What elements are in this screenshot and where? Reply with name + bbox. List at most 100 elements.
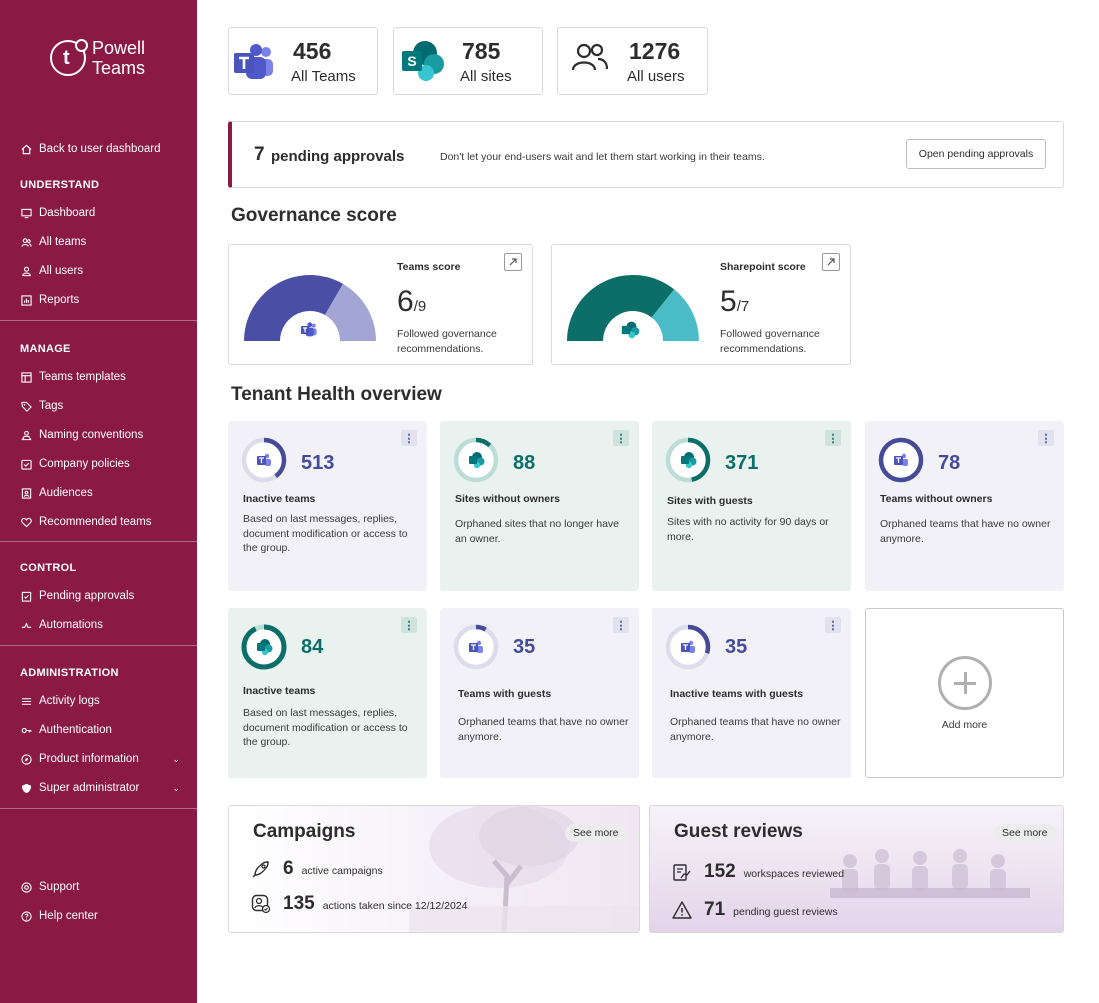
stat-all-users[interactable]: 1276 All users bbox=[557, 27, 708, 95]
sidebar-divider bbox=[0, 541, 197, 542]
sidebar-item-authentication[interactable]: Authentication bbox=[20, 724, 180, 736]
stat-all-sites[interactable]: S 785 All sites bbox=[393, 27, 543, 95]
score-max: /7 bbox=[736, 298, 750, 315]
back-to-user-dashboard[interactable]: Back to user dashboard bbox=[20, 143, 180, 155]
stat-value: 456 bbox=[293, 38, 332, 64]
stat-value: 1276 bbox=[629, 38, 681, 64]
sidebar-item-product-information[interactable]: Product information ⌄ bbox=[20, 753, 180, 765]
list-icon bbox=[20, 695, 32, 707]
gauge-remaining-segment bbox=[651, 289, 699, 341]
sidebar-label-tags: Tags bbox=[39, 400, 64, 412]
monitor-icon bbox=[20, 207, 32, 219]
health-description: Based on last messages, replies, documen… bbox=[243, 707, 408, 748]
sidebar-item-audiences[interactable]: Audiences bbox=[20, 487, 180, 499]
sidebar-item-recommended-teams[interactable]: Recommended teams bbox=[20, 516, 180, 528]
sidebar-item-naming-conventions[interactable]: Naming conventions bbox=[20, 429, 180, 441]
health-value: 513 bbox=[301, 452, 335, 474]
logo-icon: t bbox=[50, 39, 88, 76]
meeting-background-illustration bbox=[830, 849, 1030, 898]
health-donut-chart bbox=[241, 624, 287, 670]
more-options-icon[interactable]: ⋮ bbox=[1038, 430, 1054, 446]
key-icon bbox=[20, 724, 32, 736]
sidebar-divider bbox=[0, 320, 197, 321]
heart-icon bbox=[20, 516, 32, 528]
sidebar-item-all-users[interactable]: All users bbox=[20, 265, 180, 277]
sharepoint-score-gauge bbox=[567, 275, 699, 341]
health-description: Orphaned teams that have no owner anymor… bbox=[458, 716, 629, 743]
teams-score-card[interactable]: Teams score 6/9 Followed governance reco… bbox=[228, 244, 533, 365]
health-donut-chart bbox=[453, 624, 499, 670]
sidebar-label-audiences: Audiences bbox=[39, 487, 93, 499]
more-options-icon[interactable]: ⋮ bbox=[613, 617, 629, 633]
health-donut-chart bbox=[665, 437, 711, 483]
sidebar-item-company-policies[interactable]: Company policies bbox=[20, 458, 180, 470]
audience-icon bbox=[20, 487, 32, 499]
health-description: Orphaned teams that have no owner anymor… bbox=[880, 518, 1051, 545]
score-max: /9 bbox=[413, 298, 427, 315]
sidebar-item-pending-approvals[interactable]: Pending approvals bbox=[20, 590, 180, 602]
guest-reviews-title: Guest reviews bbox=[674, 821, 803, 842]
sidebar-item-teams-templates[interactable]: Teams templates bbox=[20, 371, 180, 383]
health-card[interactable]: ⋮ 84 Inactive teams Based on last messages,… bbox=[228, 608, 427, 778]
health-card[interactable]: ⋮ 78 Teams without owners Orphaned teams th… bbox=[865, 421, 1064, 591]
more-options-icon[interactable]: ⋮ bbox=[401, 430, 417, 446]
health-title: Inactive teams bbox=[243, 493, 316, 505]
pending-guest-reviews-label: pending guest reviews bbox=[733, 906, 838, 918]
logo-name-line1: Powell bbox=[92, 38, 146, 58]
section-manage: MANAGE bbox=[20, 343, 71, 355]
health-value: 35 bbox=[513, 636, 536, 658]
health-card[interactable]: ⋮ 371 Sites with guests Sites with no activ… bbox=[652, 421, 851, 591]
health-value: 371 bbox=[725, 452, 759, 474]
score-title: Teams score bbox=[397, 261, 461, 273]
sidebar-item-super-administrator[interactable]: Super administrator ⌄ bbox=[20, 782, 180, 794]
more-options-icon[interactable]: ⋮ bbox=[401, 617, 417, 633]
sidebar-label-naming-conventions: Naming conventions bbox=[39, 429, 144, 441]
expand-icon[interactable] bbox=[504, 253, 522, 271]
guest-reviews-see-more-button[interactable]: See more bbox=[994, 824, 1056, 842]
active-campaigns-value: 6 bbox=[283, 858, 294, 879]
sidebar-label-help-center: Help center bbox=[39, 910, 98, 922]
pending-count: 7 bbox=[254, 144, 265, 165]
more-options-icon[interactable]: ⋮ bbox=[613, 430, 629, 446]
stat-label: All sites bbox=[460, 68, 512, 85]
guest-reviews-row: 152 workspaces reviewed bbox=[672, 861, 844, 883]
health-card[interactable]: ⋮ 88 Sites without owners Orphaned sites th… bbox=[440, 421, 639, 591]
sidebar-item-tags[interactable]: Tags bbox=[20, 400, 180, 412]
health-donut-chart bbox=[453, 437, 499, 483]
sidebar-item-dashboard[interactable]: Dashboard bbox=[20, 207, 180, 219]
sidebar-item-activity-logs[interactable]: Activity logs bbox=[20, 695, 180, 707]
sidebar-label-all-teams: All teams bbox=[39, 236, 87, 248]
sidebar-item-automations[interactable]: Automations bbox=[20, 619, 180, 631]
svg-text:S: S bbox=[407, 53, 416, 69]
shield-icon bbox=[20, 782, 32, 794]
sidebar-item-all-teams[interactable]: All teams bbox=[20, 236, 180, 248]
add-more-card[interactable]: Add more bbox=[865, 608, 1064, 778]
sharepoint-score-card[interactable]: Sharepoint score 5/7 Followed governance… bbox=[551, 244, 851, 365]
sidebar-item-help-center[interactable]: Help center bbox=[20, 910, 180, 922]
teams-score-gauge bbox=[244, 275, 376, 341]
gauge-score-segment bbox=[567, 275, 675, 341]
sidebar-label-reports: Reports bbox=[39, 294, 80, 306]
health-title: Sites with guests bbox=[667, 495, 753, 507]
powell-teams-logo[interactable]: t Powell Teams bbox=[50, 38, 145, 78]
open-pending-approvals-button[interactable]: Open pending approvals bbox=[906, 139, 1046, 169]
tree-background-illustration bbox=[409, 806, 639, 932]
sidebar-item-support[interactable]: Support bbox=[20, 881, 180, 893]
sidebar-label-authentication: Authentication bbox=[39, 724, 112, 736]
campaigns-see-more-button[interactable]: See more bbox=[565, 824, 627, 842]
health-card[interactable]: ⋮ 35 Teams with guests Orphaned teams that … bbox=[440, 608, 639, 778]
more-options-icon[interactable]: ⋮ bbox=[825, 617, 841, 633]
health-title: Inactive teams with guests bbox=[670, 688, 804, 700]
health-card[interactable]: ⋮ 513 Inactive teams Based on last messages… bbox=[228, 421, 427, 591]
active-campaigns-label: active campaigns bbox=[301, 865, 383, 877]
more-options-icon[interactable]: ⋮ bbox=[825, 430, 841, 446]
stat-all-teams[interactable]: 456 All Teams bbox=[228, 27, 378, 95]
health-card[interactable]: ⋮ 35 Inactive teams with guests Orphaned te… bbox=[652, 608, 851, 778]
campaigns-row: 6 active campaigns bbox=[251, 858, 383, 880]
sidebar-label-company-policies: Company policies bbox=[39, 458, 130, 470]
sidebar-item-reports[interactable]: Reports bbox=[20, 294, 180, 306]
score-number: 6 bbox=[397, 285, 414, 318]
tenant-health-title: Tenant Health overview bbox=[231, 384, 442, 405]
health-value: 35 bbox=[725, 636, 748, 658]
expand-icon[interactable] bbox=[822, 253, 840, 271]
